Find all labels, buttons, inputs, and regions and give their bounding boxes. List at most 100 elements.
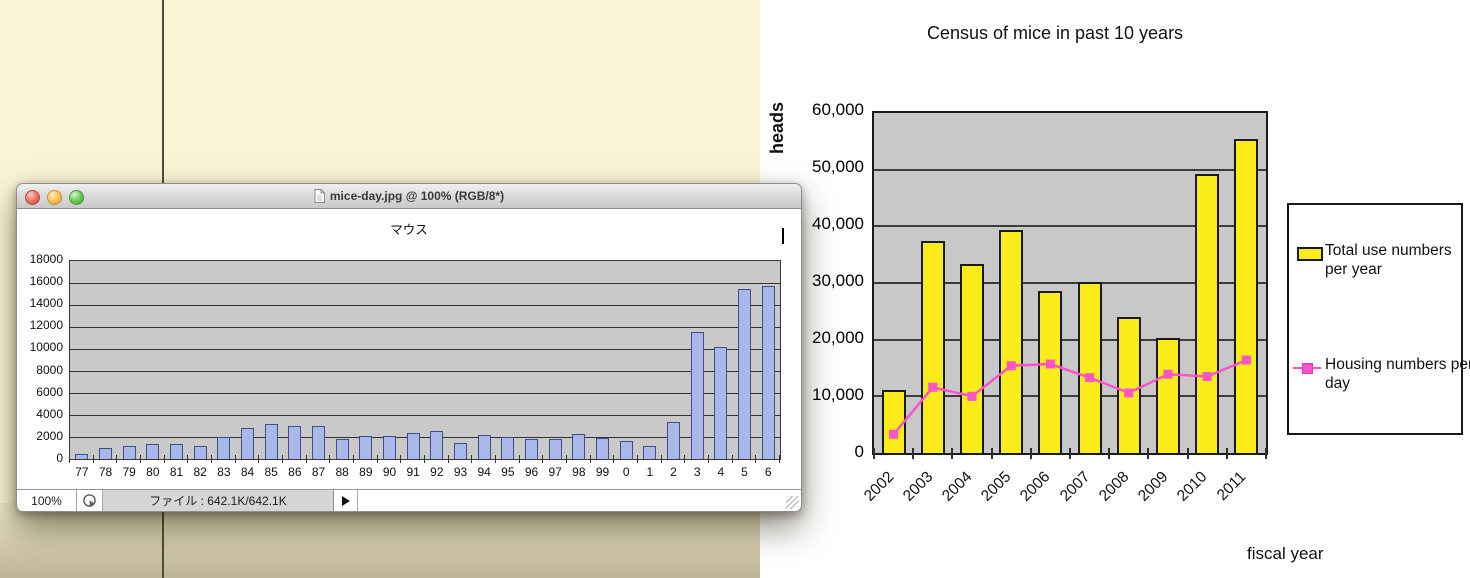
y-tick-label: 4000: [36, 406, 63, 421]
y-tick-label: 10,000: [812, 385, 864, 404]
bar: [690, 331, 704, 459]
legend-label-housing: Housing numbers per day: [1325, 356, 1470, 392]
background-shadow: [0, 503, 760, 578]
grid-line: [874, 168, 1266, 171]
x-tick-label: 91: [406, 465, 420, 479]
x-tick-label: 5: [741, 465, 748, 479]
x-tick-label: 87: [311, 465, 326, 479]
bar: [146, 443, 160, 459]
x-tick-label: 86: [288, 465, 302, 479]
file-info-text: ファイル : 642.1K/642.1K: [149, 494, 287, 508]
line-point-marker: [967, 391, 977, 401]
bar: [99, 448, 112, 459]
window-statusbar: 100% ファイル : 642.1K/642.1K: [17, 489, 801, 511]
bar: [454, 443, 467, 459]
bar: [525, 439, 538, 459]
x-tick-label: 0: [622, 465, 630, 479]
axis-tick: [211, 455, 212, 463]
x-tick-label: 99: [595, 465, 610, 479]
grid-line: [874, 225, 1266, 228]
legend-label-total-use: Total use numbers per year: [1325, 242, 1452, 278]
resize-grip[interactable]: [786, 496, 799, 509]
census-chart-panel: Census of mice in past 10 years heads To…: [760, 0, 1470, 578]
bar: [1038, 291, 1063, 453]
grid-line: [70, 392, 780, 394]
grid-line: [874, 282, 1266, 284]
axis-tick: [708, 455, 709, 463]
bar: [761, 286, 775, 459]
line-point-marker: [1163, 369, 1173, 379]
line-point-marker: [1045, 359, 1055, 369]
y-tick-label: 0: [56, 451, 63, 465]
line-point-marker: [1241, 355, 1251, 365]
window-titlebar[interactable]: mice-day.jpg @ 100% (RGB/8*): [17, 184, 801, 209]
document-icon: [314, 189, 325, 203]
axis-tick: [447, 455, 449, 463]
y-tick-label: 12000: [29, 318, 63, 333]
bar: [170, 443, 183, 459]
grid-line: [874, 395, 1266, 398]
grid-line: [70, 282, 780, 284]
legend-line-marker: [1302, 363, 1313, 374]
bar: [548, 438, 562, 459]
bar: [312, 425, 325, 459]
bar: [999, 230, 1024, 453]
x-tick-label: 98: [572, 465, 586, 479]
x-tick-label: 83: [217, 465, 231, 479]
file-info-field: ファイル : 642.1K/642.1K: [103, 490, 334, 511]
text-cursor: [782, 228, 784, 244]
chart-legend: Total use numbers per year Housing numbe…: [1287, 203, 1470, 435]
axis-tick: [116, 455, 118, 463]
axis-tick: [1069, 448, 1071, 459]
x-tick-label: 90: [382, 465, 397, 479]
bar: [1077, 282, 1102, 453]
bar: [1156, 337, 1180, 453]
y-tick-label: 6000: [36, 384, 63, 399]
y-tick-label: 50,000: [812, 157, 864, 176]
y-tick-label: 20,000: [812, 328, 864, 347]
zoom-level-value: 100%: [31, 493, 62, 508]
axis-tick: [566, 455, 567, 463]
y-tick-label: 18000: [29, 252, 63, 266]
x-tick-label: 93: [453, 465, 468, 479]
axis-tick: [589, 455, 591, 463]
grid-line: [70, 348, 780, 350]
axis-tick: [637, 455, 638, 463]
grid-line: [70, 370, 780, 372]
zoom-icon[interactable]: [69, 190, 84, 205]
census-plot-area: [872, 111, 1268, 455]
axis-tick: [873, 448, 875, 459]
x-tick-label: 94: [477, 465, 491, 479]
line-point-marker: [1124, 388, 1134, 398]
census-chart-title: Census of mice in past 10 years: [926, 23, 1184, 43]
x-tick-label: 77: [75, 465, 89, 479]
axis-tick: [1108, 448, 1111, 459]
proxy-menu-button[interactable]: [77, 490, 103, 511]
axis-tick: [755, 455, 757, 463]
axis-tick: [258, 455, 260, 463]
bar: [288, 425, 302, 459]
photoshop-document-window: mice-day.jpg @ 100% (RGB/8*) マウス 18000 16…: [16, 183, 802, 512]
bar: [596, 437, 609, 459]
close-icon[interactable]: [25, 190, 40, 205]
x-tick-label: 78: [98, 465, 113, 479]
axis-tick: [187, 455, 189, 463]
status-expand-button[interactable]: [334, 490, 358, 511]
axis-tick: [1029, 448, 1032, 459]
bar: [501, 436, 515, 459]
data-line: [892, 358, 1247, 436]
minimize-icon[interactable]: [47, 190, 62, 205]
x-tick-label: 82: [193, 465, 207, 479]
y-tick-label: 60,000: [812, 100, 864, 119]
bar: [1234, 139, 1259, 453]
bar: [920, 241, 945, 453]
zoom-level-field[interactable]: 100%: [17, 490, 77, 511]
bar: [477, 435, 491, 459]
bar: [714, 346, 728, 459]
x-tick-label: 85: [264, 465, 278, 479]
x-tick-label: 6: [764, 465, 772, 479]
axis-tick: [92, 455, 94, 463]
axis-tick: [518, 455, 520, 463]
line-point-marker: [928, 382, 938, 392]
x-tick-label: 81: [169, 465, 184, 479]
